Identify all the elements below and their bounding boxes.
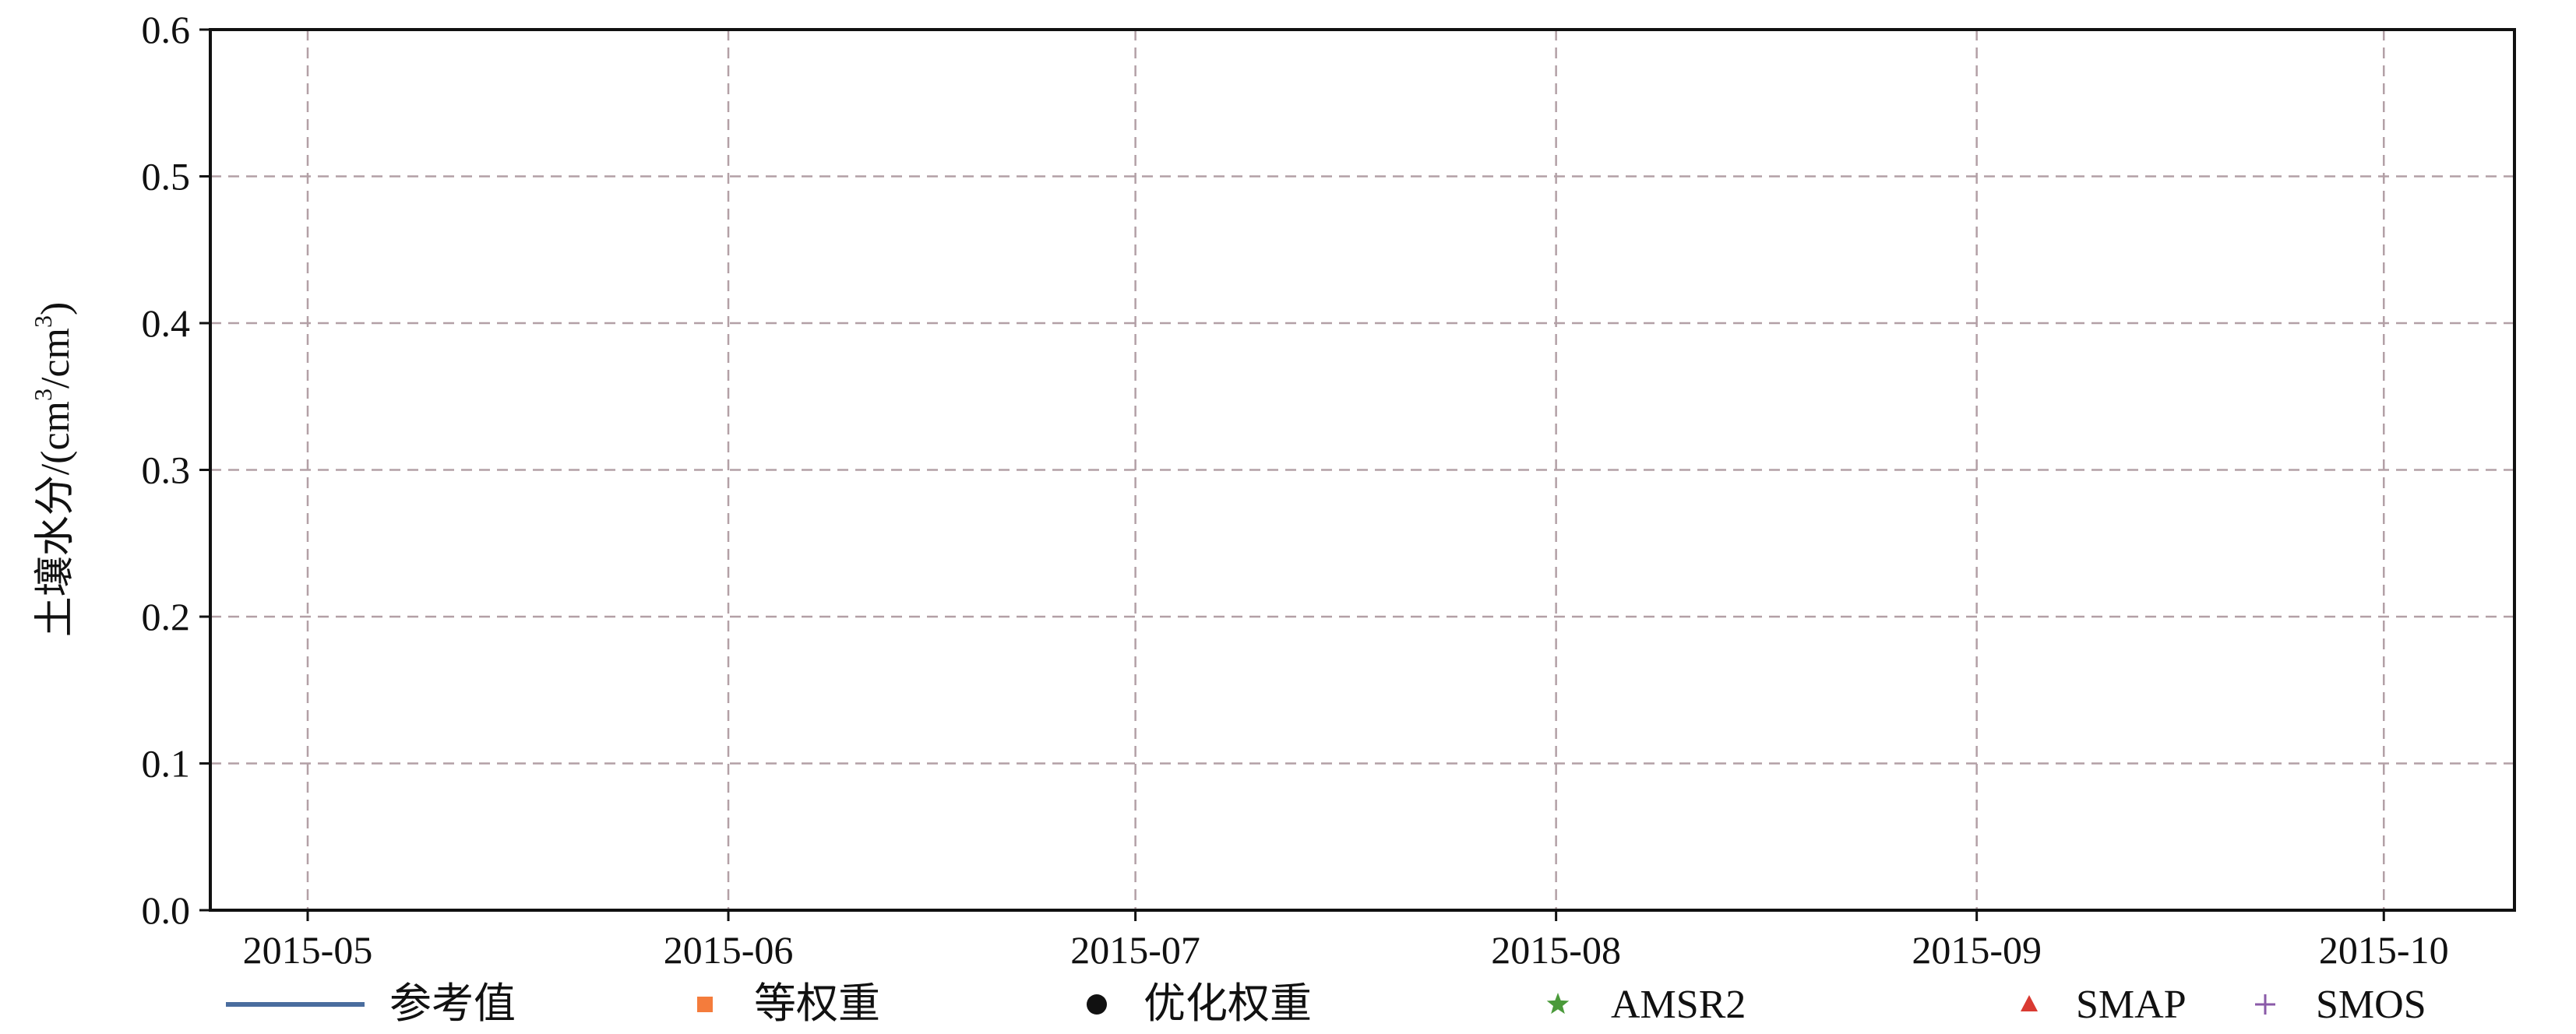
y-tick-label: 0.6 (142, 8, 191, 51)
x-tick-label: 2015-05 (243, 928, 373, 972)
x-tick-label: 2015-10 (2319, 928, 2449, 972)
x-tick-label: 2015-07 (1070, 928, 1200, 972)
legend-swatch-circle (1087, 994, 1107, 1015)
legend-label-smos: SMOS (2316, 983, 2426, 1027)
legend-label-smap: SMAP (2076, 983, 2187, 1027)
y-tick-label: 0.4 (142, 301, 191, 345)
y-tick-label: 0.3 (142, 448, 191, 492)
legend-item-eq: 等权重 (697, 980, 880, 1027)
x-tick-label: 2015-09 (1912, 928, 2042, 972)
legend-item-opt: 优化权重 (1087, 980, 1312, 1027)
y-tick-label: 0.1 (142, 742, 191, 786)
y-axis-label: 土壤水分/(cm3/cm3) (29, 302, 78, 638)
legend-label-ref: 参考值 (389, 980, 516, 1027)
legend-label-opt: 优化权重 (1144, 980, 1312, 1027)
legend-swatch-triangle (2021, 995, 2038, 1011)
legend-marker-plus (2255, 994, 2275, 1015)
y-tick-label: 0.2 (142, 595, 191, 638)
x-axis: 2015-05 2015-06 2015-07 2015-08 2015-09 2015-… (243, 910, 2449, 972)
legend-item-smap: SMAP (2021, 983, 2187, 1027)
legend-label-eq: 等权重 (754, 980, 880, 1027)
y-tick-label: 0.5 (142, 155, 191, 199)
y-axis: 0.0 0.1 0.2 0.3 0.4 0.5 0.6 (142, 8, 210, 932)
y-axis-label-text: 土壤水分/(cm3/cm3) (29, 302, 78, 638)
legend-label-amsr2: AMSR2 (1611, 983, 1746, 1027)
grid (210, 30, 2514, 910)
x-tick-label: 2015-08 (1491, 928, 1621, 972)
y-tick-label: 0.0 (142, 888, 191, 932)
legend-swatch-square (697, 997, 713, 1012)
legend-marker-square (697, 997, 713, 1012)
legend-marker-triangle (2021, 995, 2038, 1011)
legend-swatch-plus (2255, 994, 2275, 1015)
x-tick-label: 2015-06 (664, 928, 794, 972)
legend-marker-star (1546, 993, 1570, 1015)
legend: 参考值 等权重 优化权重 AMSR2 SMAP SMOS (226, 980, 2426, 1027)
legend-item-amsr2: AMSR2 (1546, 983, 1746, 1027)
legend-marker-circle (1087, 994, 1107, 1015)
legend-item-ref: 参考值 (226, 980, 516, 1027)
legend-item-smos: SMOS (2255, 983, 2426, 1027)
legend-swatch-star (1546, 993, 1570, 1015)
